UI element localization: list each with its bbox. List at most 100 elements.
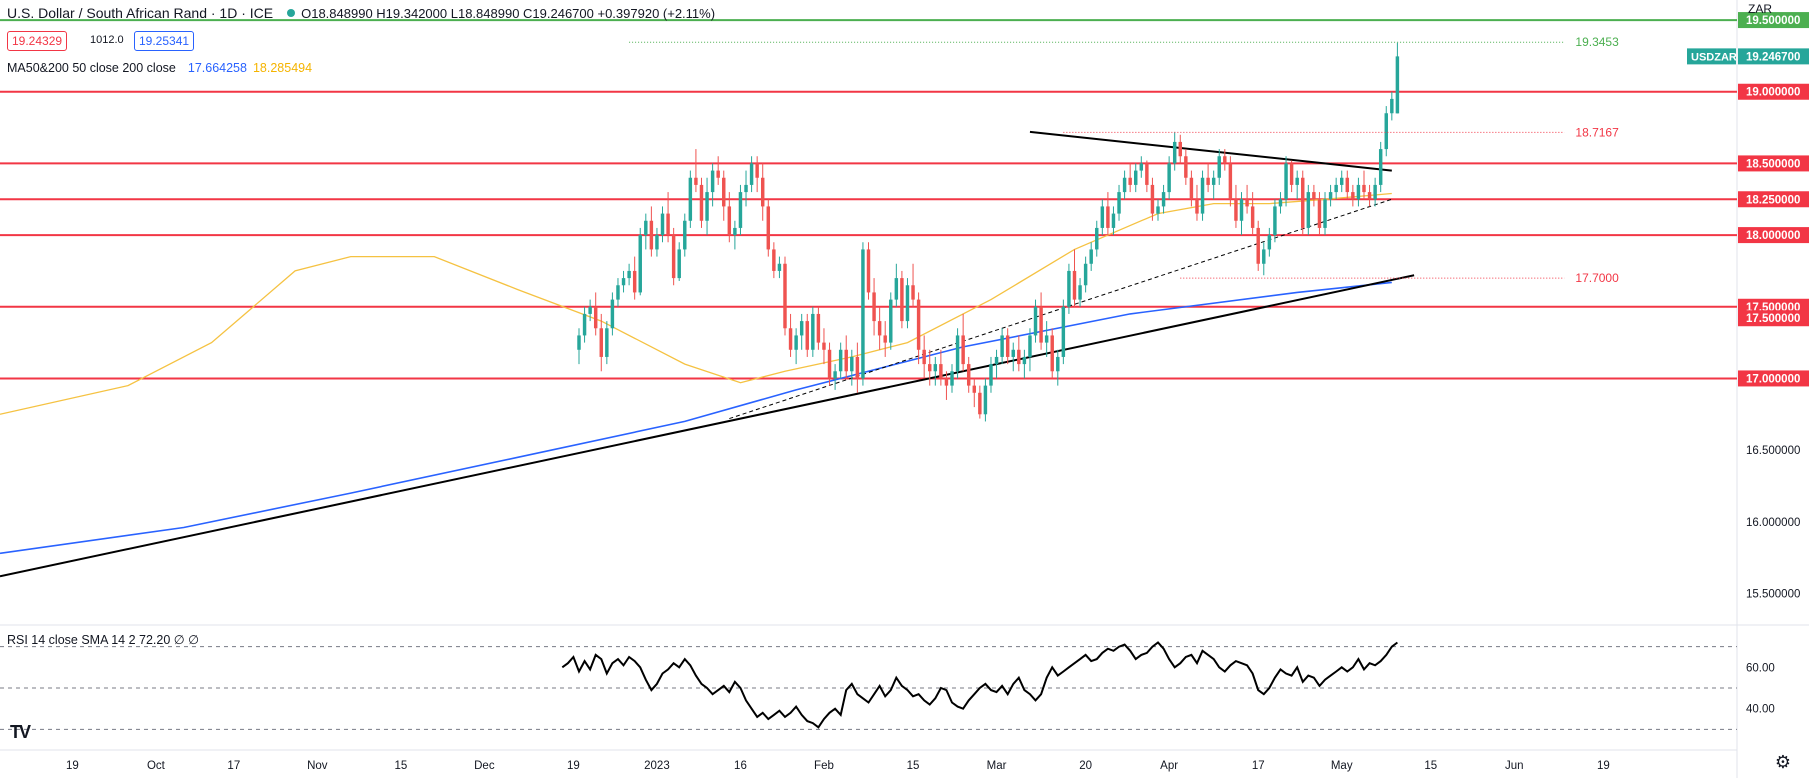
candle <box>649 206 654 257</box>
candle <box>699 177 704 228</box>
candle <box>850 349 854 386</box>
chart-header: U.S. Dollar / South African Rand · 1D · … <box>7 5 715 21</box>
candle <box>660 206 665 243</box>
candle-body <box>861 249 865 379</box>
candle-body <box>1017 349 1021 365</box>
candle <box>1323 192 1327 236</box>
candle <box>694 149 698 193</box>
candle <box>1317 192 1322 236</box>
candle-body <box>1039 306 1043 343</box>
candle-body <box>1122 177 1127 193</box>
candle <box>738 184 743 236</box>
candle <box>621 270 626 293</box>
candle <box>1278 192 1283 214</box>
candle-body <box>1267 235 1272 250</box>
candle-body <box>1390 98 1394 114</box>
candle <box>1384 106 1388 157</box>
candle-body <box>1117 192 1121 214</box>
ma50-line <box>0 192 1392 415</box>
candle <box>1284 156 1288 207</box>
candle-body <box>1362 184 1366 193</box>
candle-body <box>822 342 826 350</box>
sell-price-button[interactable]: 19.24329 <box>7 31 68 51</box>
candle-body <box>710 170 715 193</box>
candle <box>911 263 915 307</box>
candle <box>966 356 971 393</box>
candle <box>1039 292 1043 350</box>
candle-body <box>605 328 609 357</box>
time-tick-label: Dec <box>474 760 495 772</box>
candle <box>577 328 581 365</box>
candle-body <box>850 356 854 372</box>
candle <box>1250 192 1255 236</box>
candle-body <box>944 378 949 386</box>
candle-body <box>1161 192 1166 207</box>
candle-body <box>1178 141 1182 157</box>
ma-legend[interactable]: MA50&200 50 close 200 close 17.664258 18.2… <box>7 61 312 75</box>
time-tick-label: 15 <box>1424 760 1437 772</box>
candle <box>1078 278 1082 307</box>
candle-body <box>1067 270 1071 307</box>
candle <box>1178 134 1182 164</box>
candle-body <box>1189 177 1194 200</box>
candle-body <box>788 328 793 350</box>
candle <box>861 242 865 386</box>
candle-body <box>961 335 965 365</box>
candle-body <box>1239 199 1244 221</box>
tradingview-logo[interactable]: TV <box>10 722 31 742</box>
candle-body <box>983 385 988 415</box>
candle-body <box>1167 163 1171 193</box>
ma200-line <box>0 281 1392 555</box>
ma-legend-label: MA50&200 50 close 200 close <box>7 61 176 75</box>
candle <box>1083 256 1088 293</box>
candle-body <box>749 163 754 185</box>
candle <box>799 313 804 350</box>
candle-body <box>911 285 915 300</box>
candle <box>666 192 670 243</box>
time-tick-label: Jun <box>1505 760 1524 772</box>
candle-body <box>989 364 993 386</box>
candle <box>939 349 943 386</box>
currency-label[interactable]: ZAR <box>1748 2 1772 16</box>
candle-body <box>1089 249 1093 264</box>
candle-body <box>1072 270 1077 300</box>
candle-body <box>655 235 659 250</box>
candle-body <box>599 328 603 357</box>
candle-body <box>1256 227 1260 264</box>
candle <box>605 321 609 365</box>
buy-price-button[interactable]: 19.25341 <box>134 31 195 51</box>
candle <box>1223 149 1227 171</box>
candle <box>889 292 893 350</box>
candle <box>616 278 620 307</box>
annotation-label: 19.3453 <box>1575 35 1619 49</box>
candle-body <box>833 371 837 379</box>
candle <box>588 299 592 322</box>
candle <box>1295 170 1299 200</box>
candle-body <box>838 349 843 372</box>
candle-body <box>638 235 642 293</box>
candle-body <box>1000 335 1004 357</box>
candle-body <box>1262 249 1266 264</box>
gear-icon[interactable]: ⚙ <box>1774 752 1791 772</box>
candle-body <box>760 177 765 207</box>
time-tick-label: 19 <box>66 760 79 772</box>
time-tick-label: Feb <box>814 760 834 772</box>
candle-body <box>1011 349 1015 357</box>
symbol-title[interactable]: U.S. Dollar / South African Rand · 1D · … <box>7 5 274 21</box>
candle <box>794 328 798 365</box>
candle <box>1145 160 1149 193</box>
candle <box>1117 184 1121 221</box>
candle-body <box>1334 184 1338 193</box>
candle-body <box>1156 206 1160 214</box>
candle <box>1089 242 1093 271</box>
ma200-value: 18.285494 <box>252 61 313 75</box>
candle <box>1312 184 1316 207</box>
rsi-legend[interactable]: RSI 14 close SMA 14 2 72.20 ∅ ∅ <box>7 632 199 647</box>
rsi-legend-value: 72.20 ∅ ∅ <box>139 633 200 647</box>
candle-body <box>894 278 899 300</box>
candle-body <box>1050 335 1054 372</box>
candle <box>777 256 782 279</box>
candle <box>1211 170 1216 200</box>
candle <box>844 335 848 379</box>
